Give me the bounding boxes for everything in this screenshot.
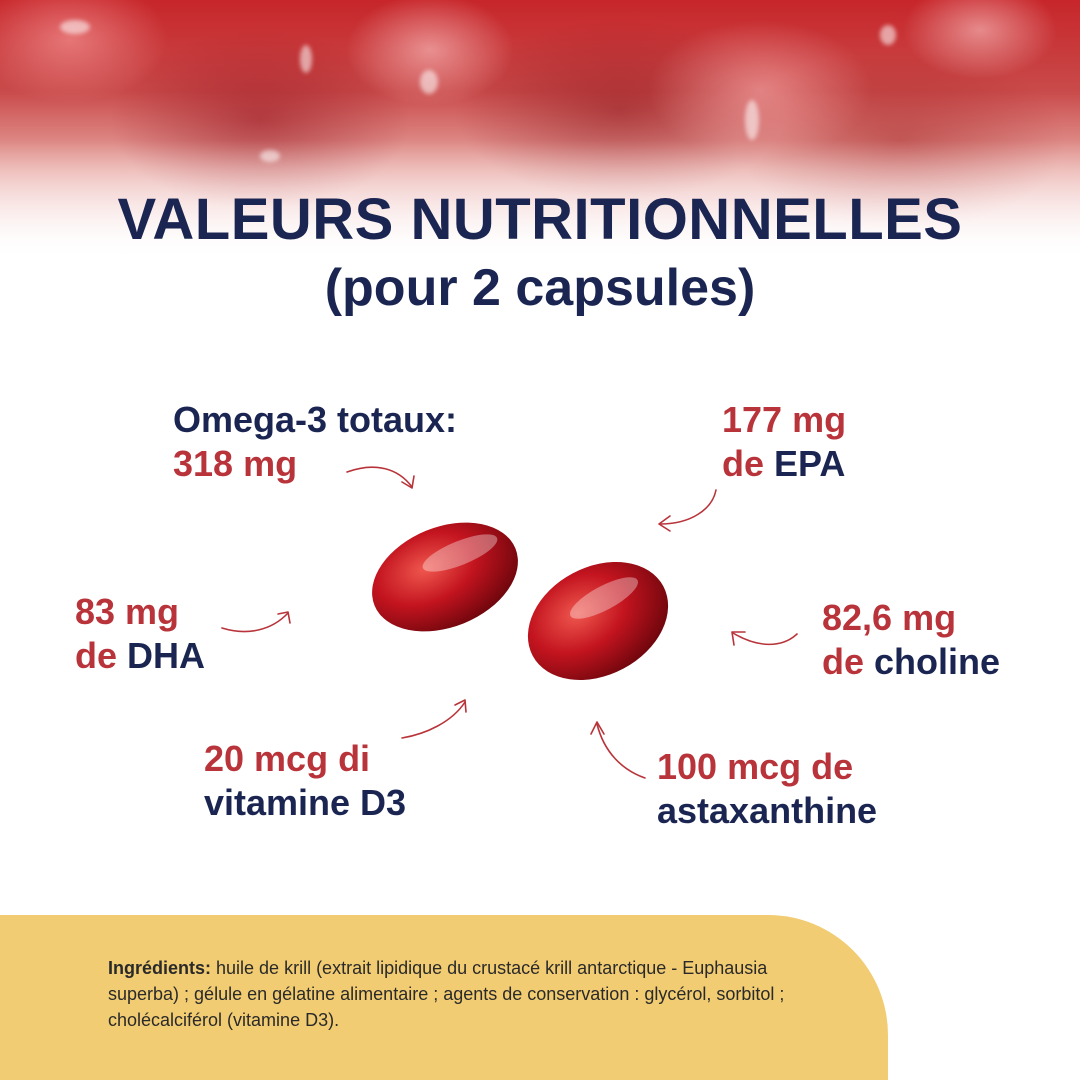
ingredients-text: Ingrédients: huile de krill (extrait lip… (108, 955, 808, 1033)
epa-name: EPA (774, 443, 846, 484)
choline-name: choline (874, 641, 1001, 682)
epa-value: 177 mg (722, 399, 847, 440)
vitamin-d3-value: 20 mcg di (204, 738, 371, 779)
choline-prefix: de (822, 641, 865, 682)
dha-name: DHA (127, 635, 206, 676)
omega3-value: 318 mg (173, 443, 298, 484)
dha-prefix: de (75, 635, 118, 676)
capsule-left (372, 522, 518, 632)
vitamin-d3-callout: 20 mcg di vitamine D3 (204, 737, 406, 825)
dha-callout: 83 mg de DHA (75, 590, 205, 678)
epa-callout: 177 mg de EPA (722, 398, 846, 486)
arrow-vitamin-d3 (401, 699, 467, 739)
dha-value: 83 mg (75, 591, 180, 632)
choline-callout: 82,6 mg de choline (822, 596, 1000, 684)
omega3-callout: Omega-3 totaux: 318 mg (173, 398, 457, 486)
astaxanthin-callout: 100 mcg de astaxanthine (657, 745, 877, 833)
page-title: VALEURS NUTRITIONNELLES (117, 187, 963, 252)
ingredients-list: huile de krill (extrait lipidique du cru… (108, 958, 785, 1030)
ingredients-panel (0, 915, 888, 1080)
vitamin-d3-name: vitamine D3 (204, 782, 407, 823)
astaxanthin-name: astaxanthine (657, 790, 878, 831)
choline-value: 82,6 mg (822, 597, 957, 638)
omega3-label: Omega-3 totaux: (173, 399, 458, 440)
page-subtitle: (pour 2 capsules) (324, 259, 756, 317)
arrow-astaxanthin (590, 721, 646, 779)
capsule-right (527, 562, 669, 680)
arrow-omega3 (346, 466, 415, 489)
arrow-dha (221, 611, 291, 633)
epa-prefix: de (722, 443, 765, 484)
ingredients-heading: Ingrédients: (108, 958, 212, 978)
arrow-epa (658, 489, 717, 532)
hero-capsules-photo (0, 0, 1080, 260)
astaxanthin-value: 100 mcg de (657, 746, 854, 787)
arrow-choline (731, 631, 798, 646)
